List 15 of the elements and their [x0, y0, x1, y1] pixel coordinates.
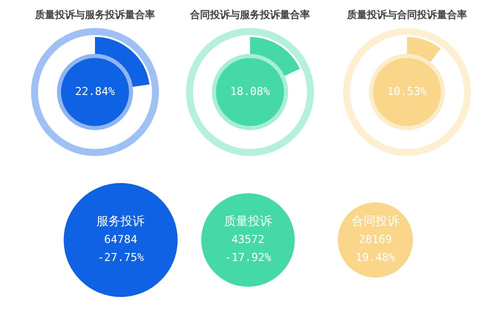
chart-title: 质量投诉与合同投诉量合率	[346, 8, 468, 22]
data-label: 64784	[104, 232, 138, 246]
category-label: 合同投诉	[351, 214, 400, 228]
data-label: 18.08%	[230, 84, 270, 98]
data-label: -27.75%	[97, 250, 144, 264]
chart-title: 合同投诉与服务投诉量合率	[189, 8, 311, 22]
category-label: 质量投诉	[224, 214, 272, 228]
chart-title: 质量投诉与服务投诉量合率	[34, 8, 156, 22]
data-label: 10.53%	[387, 84, 428, 98]
data-label: 28169	[358, 232, 392, 246]
data-label: -17.92%	[224, 250, 272, 264]
data-label: 22.84%	[75, 84, 116, 98]
category-label: 服务投诉	[96, 214, 145, 228]
data-label: 19.48%	[355, 250, 396, 264]
data-label: 43572	[231, 232, 265, 246]
